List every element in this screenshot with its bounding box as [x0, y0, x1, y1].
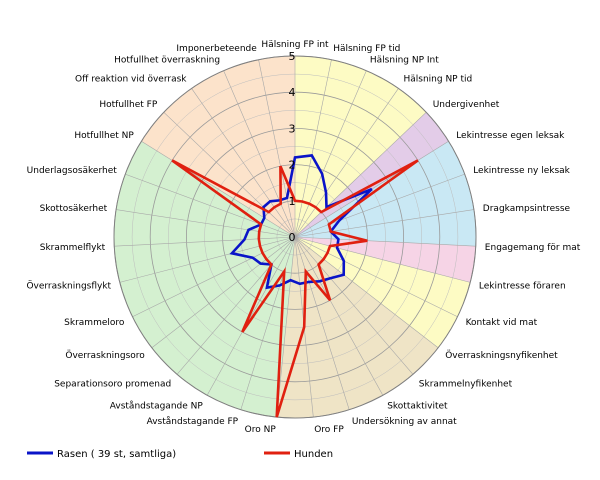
grid-spoke	[125, 173, 296, 238]
axis-label: Kontakt vid mat	[466, 318, 538, 328]
axis-label: Hotfullhet NP	[74, 131, 134, 141]
grid-spoke	[114, 236, 296, 247]
grid-spoke	[294, 236, 458, 317]
axis-label: Skrammelnyfikenhet	[419, 379, 513, 389]
grid-spoke	[294, 173, 465, 238]
axis-label: Hälsning FP tid	[333, 44, 400, 54]
tick-label: 2	[289, 159, 296, 172]
axis-label: Hälsning NP Int	[370, 56, 439, 66]
axis-label: Hälsning FP int	[261, 40, 329, 50]
grid-spoke	[132, 236, 296, 317]
grid-spoke	[294, 236, 471, 283]
grid-spoke	[294, 236, 476, 247]
grid-spoke	[206, 236, 296, 396]
grid-spoke	[191, 88, 296, 238]
grid-spoke	[276, 236, 296, 418]
grid-spoke	[141, 141, 296, 238]
axis-label: Oro FP	[314, 425, 344, 435]
axis-label: Skrammeloro	[64, 318, 125, 328]
axis-label: Avståndstagande NP	[110, 401, 204, 412]
legend-label-0: Rasen ( 39 st, samtliga)	[57, 449, 176, 460]
grid-spoke	[163, 112, 296, 238]
sector-background-6	[113, 141, 295, 418]
axis-label: Oro NP	[245, 425, 277, 435]
legend: Rasen ( 39 st, samtliga) Hunden	[27, 449, 333, 460]
radial-tick-labels: 0 1 2 3 4 5	[289, 50, 296, 244]
sector-background-7	[141, 56, 295, 237]
tick-label: 3	[289, 122, 296, 135]
axis-label: Överraskningsflykt	[26, 280, 111, 291]
grid-spoke	[258, 59, 296, 238]
tick-label: 5	[289, 50, 296, 63]
axis-label: Överraskningsnyfikenhet	[445, 350, 558, 361]
axis-label: Engagemang för mat	[485, 243, 581, 253]
grid-spoke	[294, 59, 332, 238]
grid-spoke	[240, 236, 296, 410]
grid-spoke	[294, 236, 439, 349]
grid-spoke	[294, 236, 414, 375]
axis-label: Undergivenhet	[433, 100, 500, 110]
axis-label: Lekintresse ny leksak	[473, 166, 570, 176]
axis-label: Separationsoro promenad	[54, 379, 171, 389]
legend-label-1: Hunden	[294, 449, 333, 460]
grid-spoke	[116, 209, 296, 238]
series-line-0	[229, 154, 373, 290]
axis-label: Underlagsosäkerhet	[27, 166, 118, 176]
sector-background-3	[295, 237, 476, 283]
axis-label: Lekintresse egen leksak	[456, 131, 565, 141]
axis-label: Off reaktion vid överrask	[75, 75, 187, 85]
sector-background-0	[295, 56, 427, 237]
axis-label: Hälsning NP tid	[404, 75, 473, 85]
axis-label: Hotfullhet överraskning	[114, 56, 220, 66]
grid-spoke	[119, 236, 296, 283]
grid-spoke	[294, 88, 399, 238]
series-lines	[171, 154, 419, 418]
axis-label: Lekintresse föraren	[479, 281, 566, 291]
tick-label: 4	[289, 86, 296, 99]
grid-spoke	[294, 236, 350, 410]
axis-label: Undersökning av annat	[352, 417, 457, 427]
grid-spoke	[176, 236, 296, 375]
grid-spoke	[294, 236, 384, 396]
axis-labels: Hälsning FP int Hälsning FP tid Hälsning N…	[26, 40, 580, 435]
axis-label: Hotfullhet FP	[99, 100, 157, 110]
tick-label: 1	[289, 195, 296, 208]
tick-label: 0	[289, 231, 296, 244]
grid-spoke	[294, 209, 474, 238]
axis-label: Skottaktivitet	[387, 402, 448, 412]
outer-ring	[113, 55, 477, 419]
grid-spoke	[294, 112, 427, 238]
axis-label: Överraskningsoro	[65, 350, 145, 361]
axis-label: Dragkampsintresse	[483, 204, 571, 214]
axis-label: Skrammelflykt	[40, 243, 106, 253]
axis-label: Imponerbeteende	[176, 44, 257, 54]
axis-label: Skottosäkerhet	[40, 204, 108, 214]
sector-background-4	[295, 237, 471, 348]
grid-spoke	[223, 70, 296, 238]
axis-label: Avståndstagande FP	[147, 416, 239, 427]
series-line-1	[171, 159, 419, 418]
grid-spoke	[294, 70, 367, 238]
grid-spoke	[151, 236, 296, 349]
